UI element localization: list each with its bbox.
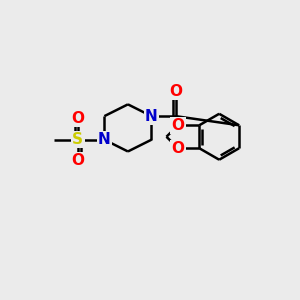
Text: O: O xyxy=(172,141,184,156)
Text: N: N xyxy=(145,109,158,124)
Text: N: N xyxy=(98,132,111,147)
Text: O: O xyxy=(172,118,184,133)
Text: O: O xyxy=(169,84,182,99)
Text: O: O xyxy=(71,153,84,168)
Text: O: O xyxy=(71,111,84,126)
Text: S: S xyxy=(72,132,83,147)
